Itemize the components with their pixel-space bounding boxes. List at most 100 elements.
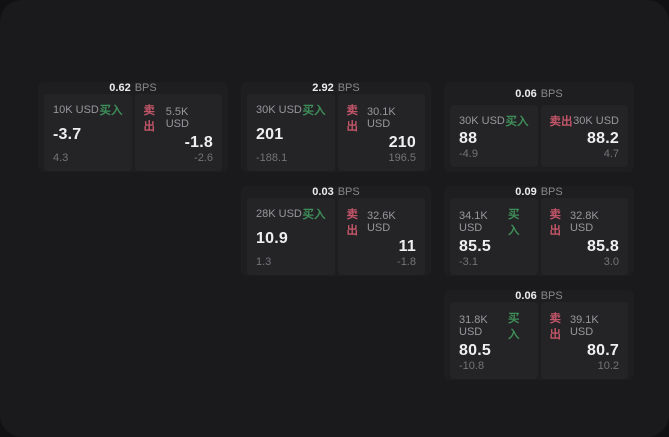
buy-panel[interactable]: 28K USD 买入 10.9 1.3 <box>247 198 335 275</box>
sell-panel[interactable]: 卖出 30.1K USD 210 196.5 <box>337 94 425 171</box>
card-header: 0.06 BPS <box>444 82 634 105</box>
sell-sub-value: 3.0 <box>603 256 619 268</box>
quote-card: 0.62 BPS 10K USD 买入 -3.7 4.3 卖出 5.5K USD… <box>38 82 228 172</box>
buy-notional: 31.8K USD <box>459 314 488 338</box>
sell-panel[interactable]: 卖出 32.8K USD 85.8 3.0 <box>540 198 628 275</box>
sell-side-label: 卖出 <box>549 209 562 237</box>
buy-sub-value: 1.3 <box>256 256 272 268</box>
sell-price: 80.7 <box>587 342 619 359</box>
buy-sub-value: -188.1 <box>256 152 288 164</box>
sell-notional: 5.5K USD <box>165 106 189 130</box>
buy-panel[interactable]: 10K USD 买入 -3.7 4.3 <box>44 94 132 171</box>
bps-unit-label: BPS <box>540 186 563 198</box>
bps-unit-label: BPS <box>540 87 563 100</box>
buy-notional: 30K USD <box>256 104 302 116</box>
sell-sub-value: -2.6 <box>194 152 213 164</box>
sell-price: 88.2 <box>587 129 619 147</box>
quote-card: 0.06 BPS 30K USD 买入 88 -4.9 卖出 30K USD 8… <box>444 82 634 172</box>
sell-notional: 32.6K USD <box>366 210 396 234</box>
sell-price: 210 <box>388 134 416 151</box>
buy-price: 201 <box>256 126 284 143</box>
sell-panel-top: 卖出 32.6K USD <box>347 206 417 238</box>
buy-sub-value: 4.3 <box>53 152 69 164</box>
buy-price: 10.9 <box>256 230 288 247</box>
buy-panel-top: 30K USD 买入 <box>459 113 529 129</box>
sell-side-label: 卖出 <box>549 313 562 341</box>
buy-side-label: 买入 <box>99 105 123 117</box>
sell-panel[interactable]: 卖出 32.6K USD 11 -1.8 <box>337 198 425 275</box>
buy-panel[interactable]: 30K USD 买入 201 -188.1 <box>247 94 335 171</box>
sell-side-label: 卖出 <box>143 105 156 133</box>
bps-unit-label: BPS <box>337 82 360 94</box>
sell-sub-value: 10.2 <box>597 360 619 372</box>
card-header: 0.09 BPS <box>444 186 634 198</box>
buy-panel-top: 28K USD 买入 <box>256 206 326 222</box>
sell-panel[interactable]: 卖出 39.1K USD 80.7 10.2 <box>540 302 628 379</box>
buy-notional: 10K USD <box>53 104 99 116</box>
quote-cards-grid: 0.62 BPS 10K USD 买入 -3.7 4.3 卖出 5.5K USD… <box>38 82 634 380</box>
sell-panel-top: 卖出 5.5K USD <box>144 102 214 134</box>
buy-panel-top: 10K USD 买入 <box>53 102 123 118</box>
bps-value: 0.06 <box>515 87 537 100</box>
sell-notional: 39.1K USD <box>569 314 599 338</box>
sell-price: 11 <box>398 238 416 255</box>
sell-side-label: 卖出 <box>549 116 573 128</box>
sell-panel-top: 卖出 39.1K USD <box>550 310 620 342</box>
quote-card: 0.06 BPS 31.8K USD 买入 80.5 -10.8 卖出 39.1… <box>444 290 634 380</box>
buy-panel-top: 30K USD 买入 <box>256 102 326 118</box>
quote-panels: 30K USD 买入 201 -188.1 卖出 30.1K USD 210 1… <box>241 94 431 176</box>
sell-panel[interactable]: 卖出 30K USD 88.2 4.7 <box>540 105 628 167</box>
card-header: 0.62 BPS <box>38 82 228 94</box>
quote-card: 2.92 BPS 30K USD 买入 201 -188.1 卖出 30.1K … <box>241 82 431 172</box>
sell-panel[interactable]: 卖出 5.5K USD -1.8 -2.6 <box>134 94 222 171</box>
bps-value: 0.62 <box>109 82 131 94</box>
buy-side-label: 买入 <box>302 209 326 221</box>
sell-price: -1.8 <box>184 134 213 151</box>
sell-sub-value: 4.7 <box>603 148 619 160</box>
buy-sub-value: -3.1 <box>459 256 478 268</box>
sell-price: 85.8 <box>587 238 619 255</box>
sell-sub-value: -1.8 <box>397 256 416 268</box>
buy-side-label: 买入 <box>302 105 326 117</box>
bps-value: 0.06 <box>515 290 537 302</box>
quote-panels: 28K USD 买入 10.9 1.3 卖出 32.6K USD 11 -1.8 <box>241 198 431 280</box>
quote-panels: 30K USD 买入 88 -4.9 卖出 30K USD 88.2 4.7 <box>444 105 634 172</box>
buy-sub-value: -10.8 <box>459 360 485 372</box>
card-header: 2.92 BPS <box>241 82 431 94</box>
buy-panel[interactable]: 34.1K USD 买入 85.5 -3.1 <box>450 198 538 275</box>
sell-notional: 30.1K USD <box>366 106 396 130</box>
buy-side-label: 买入 <box>505 116 529 128</box>
card-header: 0.03 BPS <box>241 186 431 198</box>
sell-sub-value: 196.5 <box>388 152 416 164</box>
buy-notional: 34.1K USD <box>459 210 488 234</box>
bps-unit-label: BPS <box>134 82 157 94</box>
card-header: 0.06 BPS <box>444 290 634 302</box>
buy-price: 88 <box>459 129 478 147</box>
quote-panels: 10K USD 买入 -3.7 4.3 卖出 5.5K USD -1.8 -2.… <box>38 94 228 176</box>
sell-side-label: 卖出 <box>346 209 359 237</box>
buy-notional: 28K USD <box>256 208 302 220</box>
bps-value: 2.92 <box>312 82 334 94</box>
bps-unit-label: BPS <box>540 290 563 302</box>
quote-card: 0.03 BPS 28K USD 买入 10.9 1.3 卖出 32.6K US… <box>241 186 431 276</box>
buy-price: -3.7 <box>53 126 82 143</box>
buy-notional: 30K USD <box>459 115 505 127</box>
sell-panel-top: 卖出 30K USD <box>550 113 620 129</box>
buy-price: 85.5 <box>459 238 491 255</box>
buy-panel[interactable]: 31.8K USD 买入 80.5 -10.8 <box>450 302 538 379</box>
quote-card: 0.09 BPS 34.1K USD 买入 85.5 -3.1 卖出 32.8K… <box>444 186 634 276</box>
sell-panel-top: 卖出 32.8K USD <box>550 206 620 238</box>
quote-panels: 31.8K USD 买入 80.5 -10.8 卖出 39.1K USD 80.… <box>444 302 634 384</box>
buy-side-label: 买入 <box>508 209 520 237</box>
buy-panel[interactable]: 30K USD 买入 88 -4.9 <box>450 105 538 167</box>
sell-panel-top: 卖出 30.1K USD <box>347 102 417 134</box>
bps-unit-label: BPS <box>337 186 360 198</box>
sell-notional: 30K USD <box>573 115 619 127</box>
sell-side-label: 卖出 <box>346 105 359 133</box>
buy-panel-top: 34.1K USD 买入 <box>459 206 529 238</box>
sell-notional: 32.8K USD <box>569 210 599 234</box>
buy-panel-top: 31.8K USD 买入 <box>459 310 529 342</box>
quote-panels: 34.1K USD 买入 85.5 -3.1 卖出 32.8K USD 85.8… <box>444 198 634 280</box>
buy-price: 80.5 <box>459 342 491 359</box>
